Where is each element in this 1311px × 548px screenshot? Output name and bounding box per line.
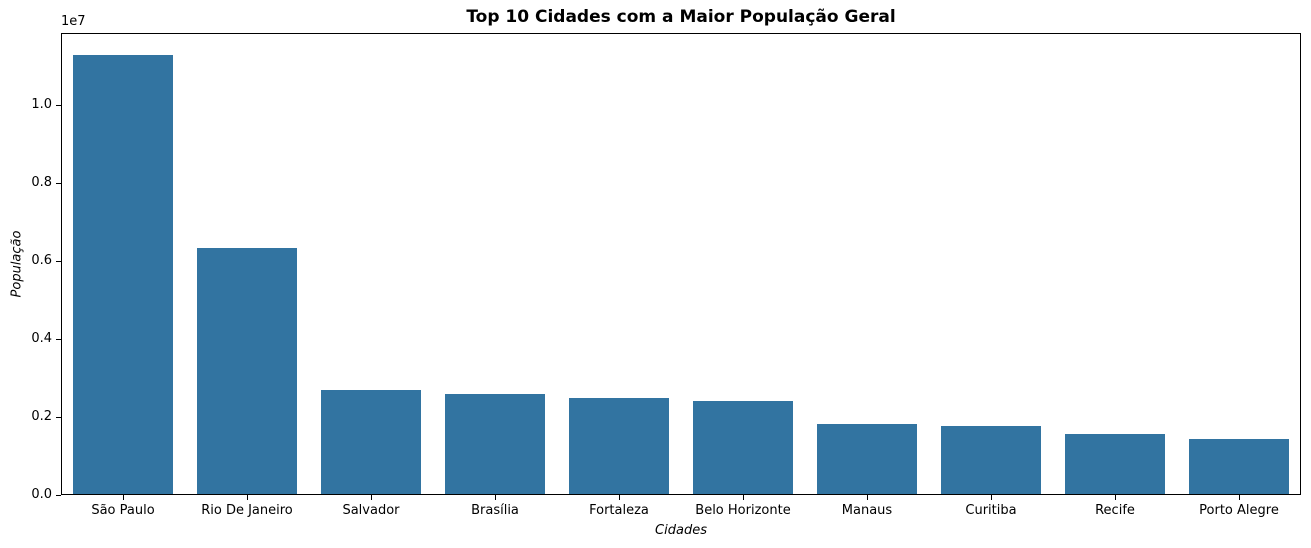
x-tick-label: Belo Horizonte [695, 503, 791, 518]
x-tick-label: São Paulo [91, 503, 155, 518]
bar [73, 55, 173, 494]
x-tick-label: Salvador [342, 503, 400, 518]
y-tick-label: 0.6 [31, 252, 52, 268]
chart-title: Top 10 Cidades com a Maior População Ger… [466, 7, 896, 27]
y-tick-mark [56, 104, 61, 106]
bar [197, 247, 297, 494]
bar [321, 389, 421, 494]
y-tick-label: 0.4 [31, 330, 52, 346]
x-tick-mark [1115, 495, 1116, 500]
y-tick-label: 0.8 [31, 174, 52, 190]
x-tick-label: Rio De Janeiro [201, 503, 293, 518]
x-tick-mark [867, 495, 868, 500]
x-tick-mark [991, 495, 992, 500]
x-tick-label: Manaus [841, 503, 893, 518]
y-tick-mark [56, 338, 61, 340]
y-tick-mark [56, 182, 61, 184]
bar [693, 401, 793, 494]
bar [1189, 439, 1289, 494]
x-tick-mark [247, 495, 248, 500]
y-tick-label: 1.0 [31, 96, 52, 112]
y-tick-label: 0.2 [31, 408, 52, 424]
x-tick-label: Recife [1095, 503, 1135, 518]
y-axis-label: População [9, 230, 25, 298]
x-tick-mark [619, 495, 620, 500]
y-tick-mark [56, 416, 61, 418]
x-tick-label: Curitiba [965, 503, 1017, 518]
bar [817, 423, 917, 494]
x-tick-mark [495, 495, 496, 500]
y-axis-offset-label: 1e7 [61, 14, 86, 29]
x-tick-mark [1239, 495, 1240, 500]
y-tick-mark [56, 495, 61, 496]
x-tick-label: Brasília [471, 503, 519, 518]
x-tick-mark [371, 495, 372, 500]
plot-area [61, 33, 1301, 495]
y-tick-mark [56, 260, 61, 262]
y-tick-label: 0.0 [31, 487, 52, 502]
x-axis-label: Cidades [655, 523, 707, 538]
bar [1065, 434, 1165, 494]
bar [941, 425, 1041, 494]
bar [569, 398, 669, 494]
x-tick-label: Fortaleza [589, 503, 649, 518]
x-tick-label: Porto Alegre [1199, 503, 1279, 518]
bar [445, 393, 545, 494]
x-tick-mark [123, 495, 124, 500]
x-tick-mark [743, 495, 744, 500]
